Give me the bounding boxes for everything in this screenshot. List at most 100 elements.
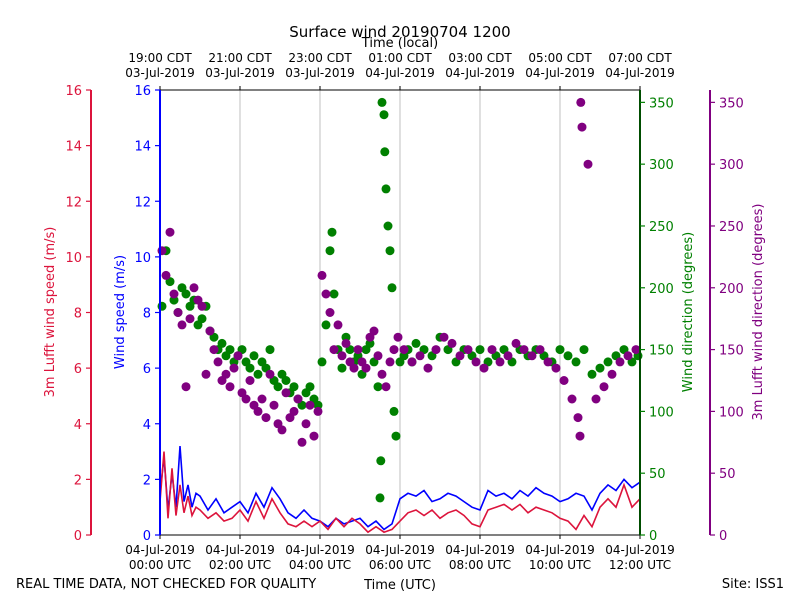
- 3m-lufft-wind-direction-point: [415, 351, 425, 361]
- wind-direction-point: [383, 221, 393, 231]
- lufft-speed-tick-label: 0: [74, 529, 82, 544]
- 3m-lufft-wind-direction-point: [631, 345, 641, 355]
- 3m-lufft-wind-direction-point: [157, 246, 167, 256]
- 3m-lufft-wind-direction-point: [201, 369, 211, 379]
- 3m-lufft-wind-direction-point: [189, 283, 199, 293]
- x-tick-label-time: 04:00 UTC: [289, 558, 351, 572]
- wind-speed-tick-label: 4: [143, 418, 151, 433]
- wind-direction-point: [317, 357, 327, 367]
- wind-direction-point: [337, 363, 347, 373]
- top-tick-label-date: 03-Jul-2019: [125, 66, 195, 80]
- wind-direction-point: [387, 283, 397, 293]
- 3m-lufft-wind-direction-point: [261, 413, 271, 423]
- wind-direction-point: [327, 227, 337, 237]
- 3m-lufft-wind-direction-point: [447, 338, 457, 348]
- 3m-lufft-wind-direction-point: [543, 357, 553, 367]
- wind-direction-point: [305, 382, 315, 392]
- wind-speed-tick-label: 6: [143, 362, 151, 377]
- lufft-direction-tick-label: 200: [719, 282, 744, 297]
- wind-direction-point: [181, 289, 191, 299]
- wind-direction-point: [380, 147, 390, 157]
- wind-direction-tick-label: 50: [649, 467, 666, 482]
- wind-direction-tick-label: 250: [649, 220, 674, 235]
- wind-direction-point: [217, 338, 227, 348]
- lufft-direction-tick-label: 150: [719, 344, 744, 359]
- top-tick-label-date: 04-Jul-2019: [525, 66, 595, 80]
- wind-direction-point: [325, 246, 335, 256]
- wind-speed-tick-label: 2: [143, 473, 151, 488]
- 3m-lufft-wind-direction-point: [393, 332, 403, 342]
- top-tick-label-date: 04-Jul-2019: [605, 66, 675, 80]
- 3m-lufft-wind-direction-point: [213, 357, 223, 367]
- wind-direction-tick-label: 150: [649, 344, 674, 359]
- wind-direction-point: [265, 345, 275, 355]
- wind-speed-tick-label: 0: [143, 529, 151, 544]
- wind-speed-tick-label: 10: [134, 251, 151, 266]
- 3m-lufft-wind-direction-point: [221, 369, 231, 379]
- lufft-speed-tick-label: 2: [74, 473, 82, 488]
- 3m-lufft-wind-direction-point: [577, 122, 587, 132]
- wind-direction-point: [411, 338, 421, 348]
- 3m-lufft-wind-direction-point: [399, 345, 409, 355]
- 3m-lufft-wind-direction-point: [225, 382, 235, 392]
- 3m-lufft-wind-direction-point: [209, 345, 219, 355]
- wind-direction-tick-label: 0: [649, 529, 657, 544]
- 3m-lufft-wind-direction-point: [337, 351, 347, 361]
- wind-direction-point: [579, 345, 589, 355]
- 3m-lufft-wind-direction-point: [197, 301, 207, 311]
- lufft-speed-tick-label: 14: [65, 140, 82, 155]
- wind-direction-point: [273, 382, 283, 392]
- wind-direction-point: [376, 456, 386, 466]
- wind-direction-point: [377, 97, 387, 107]
- 3m-lufft-wind-direction-point: [301, 419, 311, 429]
- x-tick-label-date: 04-Jul-2019: [525, 543, 595, 557]
- wind-direction-point: [381, 184, 391, 194]
- lufft-speed-tick-label: 8: [74, 307, 82, 322]
- 3m-lufft-wind-direction-point: [591, 394, 601, 404]
- top-tick-label-time: 23:00 CDT: [288, 51, 352, 65]
- lufft-speed-tick-label: 4: [74, 418, 82, 433]
- 3m-lufft-wind-direction-point: [325, 308, 335, 317]
- wind-direction-point: [289, 382, 299, 392]
- wind-direction-point: [555, 345, 565, 355]
- wind-direction-point: [375, 493, 385, 503]
- wind-speed-axis-label: Wind speed (m/s): [113, 255, 128, 369]
- top-tick-label-date: 03-Jul-2019: [205, 66, 275, 80]
- 3m-lufft-wind-direction-point: [305, 400, 315, 410]
- 3m-lufft-wind-direction-point: [205, 326, 215, 336]
- wind-direction-point: [603, 357, 613, 367]
- wind-direction-point: [341, 332, 351, 342]
- wind-direction-point: [379, 110, 389, 120]
- top-tick-label-time: 21:00 CDT: [208, 51, 272, 65]
- footer-site-label: Site: ISS1: [722, 577, 784, 592]
- 3m-lufft-wind-direction-point: [535, 345, 545, 355]
- vertical-gridlines: [239, 90, 561, 535]
- lufft-direction-axis-label: 3m Lufft wind direction (degrees): [751, 204, 766, 421]
- 3m-lufft-wind-direction-point: [385, 357, 395, 367]
- 3m-lufft-wind-direction-point: [245, 376, 255, 385]
- wind-direction-point: [253, 369, 263, 379]
- 3m-lufft-wind-direction-point: [353, 345, 363, 355]
- wind-direction-axis-label: Wind direction (degrees): [681, 232, 696, 392]
- 3m-lufft-wind-direction-point: [313, 406, 323, 416]
- 3m-lufft-wind-direction-point: [229, 363, 239, 373]
- wind-direction-point: [595, 363, 605, 373]
- 3m-lufft-wind-direction-point: [169, 289, 179, 299]
- lufft-speed-axis-label: 3m Lufft wind speed (m/s): [43, 227, 58, 398]
- lufft-direction-tick-label: 50: [719, 467, 736, 482]
- top-tick-label-time: 07:00 CDT: [608, 51, 672, 65]
- 3m-lufft-wind-direction-point: [309, 431, 319, 441]
- top-tick-label-date: 04-Jul-2019: [365, 66, 435, 80]
- 3m-lufft-wind-direction-point: [576, 97, 586, 107]
- 3m-lufft-wind-direction-point: [559, 376, 569, 385]
- chart-title: Surface wind 20190704 1200: [289, 23, 510, 41]
- x-tick-label-time: 06:00 UTC: [369, 558, 431, 572]
- 3m-lufft-wind-direction-point: [377, 369, 387, 379]
- top-axis-label: Time (local): [361, 36, 438, 51]
- x-tick-label-date: 04-Jul-2019: [365, 543, 435, 557]
- 3m-lufft-wind-direction-point: [511, 338, 521, 348]
- series-layer: [157, 97, 643, 534]
- wind-direction-point: [475, 345, 485, 355]
- wind-direction-point: [587, 369, 597, 379]
